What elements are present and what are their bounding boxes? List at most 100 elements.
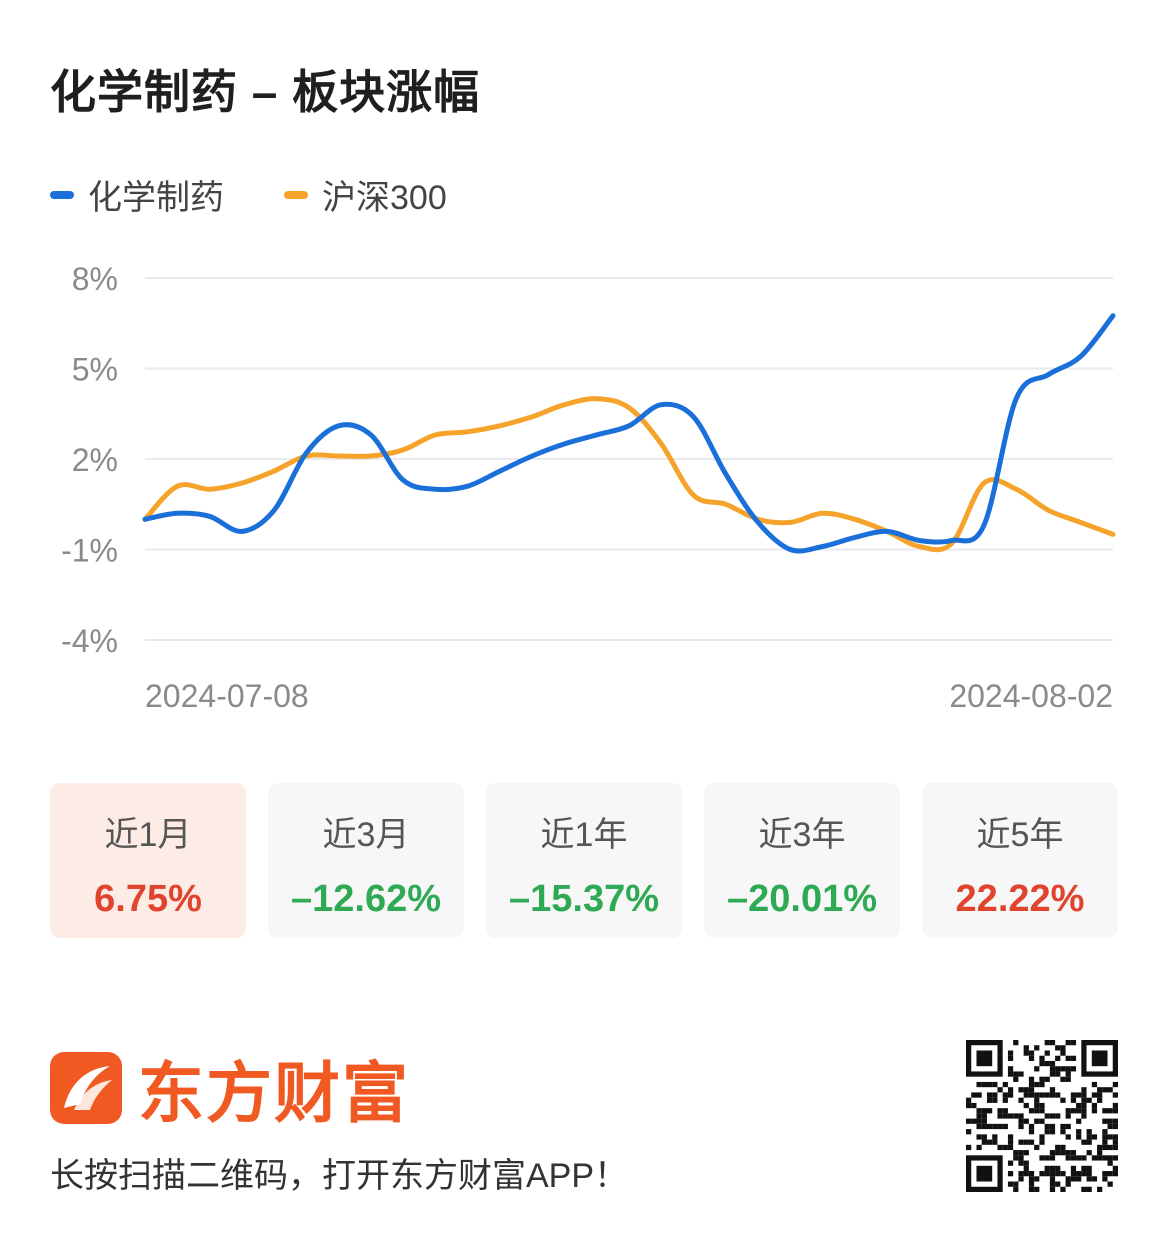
qr-module xyxy=(1102,1176,1108,1182)
qr-module xyxy=(1055,1144,1061,1151)
qr-code-icon xyxy=(966,1040,1118,1192)
qr-module xyxy=(1081,1171,1087,1177)
qr-module xyxy=(1081,1139,1087,1145)
qr-module xyxy=(976,1134,982,1140)
qr-module xyxy=(1107,1144,1113,1151)
qr-module xyxy=(1007,1171,1014,1177)
y-tick-label: 8% xyxy=(72,261,118,297)
qr-module xyxy=(1023,1160,1029,1166)
qr-module xyxy=(1070,1055,1077,1061)
qr-module xyxy=(1112,1155,1118,1161)
qr-module xyxy=(1065,1076,1071,1082)
qr-module xyxy=(1013,1186,1019,1192)
period-card-3y[interactable]: 近3年 –20.01% xyxy=(704,783,900,938)
qr-module xyxy=(1107,1134,1113,1140)
legend-item-sector[interactable]: 化学制药 xyxy=(50,170,224,219)
qr-module xyxy=(981,1113,987,1119)
x-tick-label: 2024-07-08 xyxy=(145,678,309,714)
qr-module xyxy=(1039,1171,1045,1177)
qr-module xyxy=(1028,1087,1035,1093)
qr-module xyxy=(992,1134,998,1140)
qr-module xyxy=(1081,1092,1087,1098)
period-card-3m[interactable]: 近3月 –12.62% xyxy=(268,783,464,938)
qr-module xyxy=(1055,1171,1061,1177)
qr-module xyxy=(1055,1113,1061,1119)
qr-module xyxy=(1112,1134,1118,1140)
qr-module xyxy=(1102,1155,1108,1161)
qr-module xyxy=(1044,1060,1050,1067)
qr-module xyxy=(1070,1150,1077,1156)
qr-module xyxy=(986,1123,993,1130)
qr-module xyxy=(971,1102,977,1109)
qr-module xyxy=(1023,1087,1029,1093)
qr-module xyxy=(1097,1097,1103,1103)
qr-module xyxy=(992,1081,998,1088)
qr-module xyxy=(1034,1081,1040,1088)
qr-module xyxy=(1044,1040,1050,1046)
qr-module xyxy=(976,1081,982,1088)
qr-module xyxy=(1002,1108,1008,1114)
qr-module xyxy=(1091,1134,1098,1140)
qr-module xyxy=(1013,1181,1019,1187)
qr-module xyxy=(1112,1118,1118,1124)
qr-module xyxy=(1034,1045,1040,1051)
qr-module xyxy=(1028,1081,1035,1088)
qr-module xyxy=(1097,1186,1103,1192)
period-label: 近1年 xyxy=(540,816,628,854)
qr-module xyxy=(1039,1092,1045,1098)
qr-module xyxy=(997,1123,1003,1130)
legend-label-sector: 化学制药 xyxy=(88,179,224,217)
qr-module xyxy=(1002,1081,1008,1088)
qr-module xyxy=(1076,1155,1082,1161)
period-value: 6.75% xyxy=(94,878,202,920)
qr-module xyxy=(997,1087,1003,1093)
qr-module xyxy=(1055,1045,1061,1051)
qr-module xyxy=(1091,1176,1098,1182)
qr-module xyxy=(1097,1155,1103,1161)
brand-name: 东方财富 xyxy=(138,1056,410,1130)
line-chart[interactable]: 8% 5% 2% -1% -4% 2024-07-08 2024-08-02 xyxy=(0,240,1170,730)
qr-module xyxy=(1081,1097,1087,1103)
period-value: –20.01% xyxy=(726,878,877,920)
y-tick-label: -4% xyxy=(61,623,118,659)
y-tick-label: 2% xyxy=(72,442,118,478)
series-line-sector xyxy=(142,313,1116,554)
qr-module xyxy=(1034,1144,1040,1151)
qr-module xyxy=(1081,1113,1087,1119)
qr-module xyxy=(1112,1144,1118,1151)
qr-module xyxy=(1018,1176,1024,1182)
qr-module xyxy=(1055,1066,1061,1072)
qr-module xyxy=(1086,1134,1092,1140)
qr-module xyxy=(1060,1050,1066,1056)
qr-module xyxy=(1023,1045,1029,1051)
qr-module xyxy=(976,1165,993,1182)
qr-module xyxy=(1002,1113,1008,1119)
qr-module xyxy=(981,1118,987,1124)
qr-module xyxy=(1086,1150,1092,1156)
qr-module xyxy=(1112,1081,1118,1088)
qr-module xyxy=(1049,1066,1056,1072)
period-value: –15.37% xyxy=(508,878,659,920)
qr-module xyxy=(981,1108,987,1114)
qr-module xyxy=(1028,1181,1035,1187)
legend-item-index[interactable]: 沪深300 xyxy=(284,170,447,219)
qr-module xyxy=(981,1081,987,1088)
qr-module xyxy=(1049,1071,1056,1077)
qr-module xyxy=(1044,1155,1050,1161)
period-card-5y[interactable]: 近5年 22.22% xyxy=(922,783,1118,938)
qr-module xyxy=(1065,1155,1071,1161)
qr-module xyxy=(1034,1092,1040,1098)
period-card-1y[interactable]: 近1年 –15.37% xyxy=(486,783,682,938)
period-card-1m[interactable]: 近1月 6.75% xyxy=(50,783,246,938)
qr-module xyxy=(1055,1165,1061,1172)
legend-swatch-index xyxy=(284,190,308,199)
qr-module xyxy=(1112,1123,1118,1130)
qr-module xyxy=(1044,1123,1050,1130)
qr-module xyxy=(966,1144,972,1151)
qr-module xyxy=(976,1118,982,1124)
qr-module xyxy=(1049,1181,1056,1187)
qr-module xyxy=(1018,1155,1024,1161)
qr-module xyxy=(1076,1118,1082,1124)
qr-module xyxy=(1018,1071,1024,1077)
qr-module xyxy=(1049,1155,1056,1161)
